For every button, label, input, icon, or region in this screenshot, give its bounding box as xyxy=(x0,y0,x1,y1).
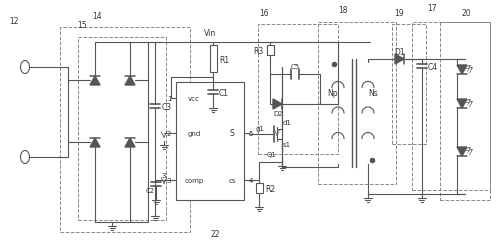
Text: R3: R3 xyxy=(254,46,264,55)
Text: Q1: Q1 xyxy=(267,151,277,158)
Text: 3: 3 xyxy=(162,172,166,178)
Bar xyxy=(258,25,338,154)
Polygon shape xyxy=(273,100,282,110)
Text: D2: D2 xyxy=(273,111,283,116)
Polygon shape xyxy=(457,100,467,109)
Bar xyxy=(210,46,216,73)
Polygon shape xyxy=(90,138,100,147)
Text: D1: D1 xyxy=(394,47,406,56)
Text: 5: 5 xyxy=(249,131,253,137)
Text: C2: C2 xyxy=(146,187,155,193)
Bar xyxy=(440,23,490,200)
Text: 17: 17 xyxy=(427,4,437,12)
Text: 18: 18 xyxy=(338,6,347,14)
Polygon shape xyxy=(395,55,404,65)
Polygon shape xyxy=(457,147,467,156)
Bar xyxy=(176,83,244,200)
Text: s1: s1 xyxy=(283,141,291,147)
Text: S: S xyxy=(230,129,234,138)
Bar xyxy=(60,28,190,232)
Text: cs: cs xyxy=(228,177,236,183)
Text: 2: 2 xyxy=(167,131,171,137)
Polygon shape xyxy=(125,138,135,147)
Bar xyxy=(78,38,166,220)
Text: C1: C1 xyxy=(219,88,229,97)
Text: 22: 22 xyxy=(210,230,220,239)
Text: C3: C3 xyxy=(162,102,172,111)
Polygon shape xyxy=(457,66,467,75)
Text: Np: Np xyxy=(328,88,338,97)
Text: 12: 12 xyxy=(10,16,19,25)
Text: R2: R2 xyxy=(265,184,275,193)
Text: d1: d1 xyxy=(282,119,292,125)
Text: 4: 4 xyxy=(249,177,253,183)
Text: 14: 14 xyxy=(92,11,102,20)
Polygon shape xyxy=(125,77,135,86)
Text: 15: 15 xyxy=(77,20,87,29)
Text: Vin: Vin xyxy=(204,28,216,37)
Text: C4: C4 xyxy=(428,62,438,71)
Text: g1: g1 xyxy=(256,125,264,132)
Text: comp: comp xyxy=(184,177,204,183)
Text: 19: 19 xyxy=(394,9,404,17)
Text: C5: C5 xyxy=(290,64,300,70)
Text: 1: 1 xyxy=(167,96,172,102)
Bar xyxy=(256,183,262,193)
Bar xyxy=(412,23,490,190)
Ellipse shape xyxy=(20,61,30,74)
Polygon shape xyxy=(90,77,100,86)
Text: 20: 20 xyxy=(461,9,471,17)
Bar xyxy=(318,23,396,184)
Text: gnd: gnd xyxy=(188,131,200,137)
Text: R1: R1 xyxy=(219,55,229,64)
Text: 16: 16 xyxy=(259,9,269,17)
Text: 3: 3 xyxy=(167,177,172,183)
Text: vcc: vcc xyxy=(188,96,200,102)
Text: Ns: Ns xyxy=(368,88,378,97)
Ellipse shape xyxy=(20,151,30,164)
Bar xyxy=(266,46,274,56)
Bar xyxy=(392,25,426,144)
